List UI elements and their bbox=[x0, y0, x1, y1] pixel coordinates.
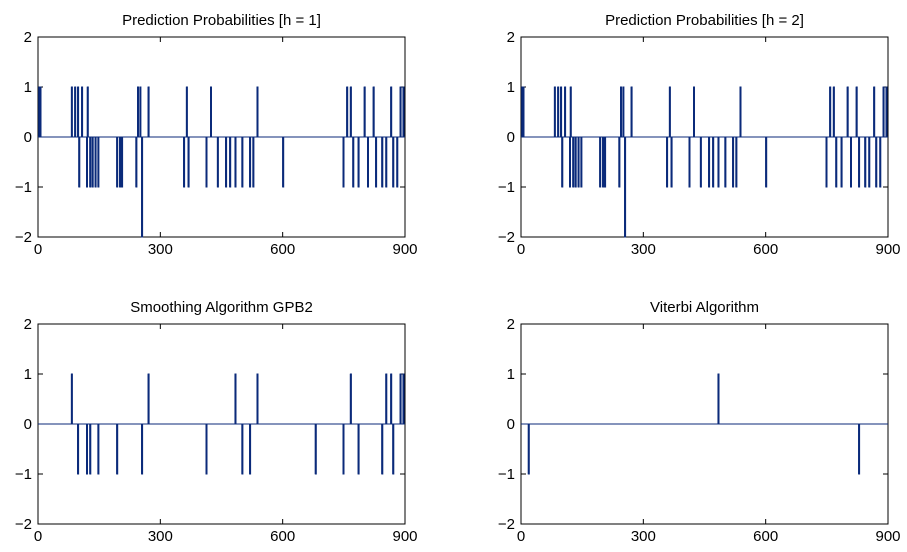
x-tick-label: 900 bbox=[875, 241, 900, 258]
subplot-1: Prediction Probabilities [h = 1] 0 300 600 9… bbox=[15, 12, 418, 258]
y-tick-label: −1 bbox=[498, 179, 515, 196]
x-tick-label: 900 bbox=[392, 241, 417, 258]
y-tick-label: −1 bbox=[498, 466, 515, 483]
y-tick-label: 1 bbox=[507, 79, 515, 96]
y-tick-label: −1 bbox=[15, 466, 32, 483]
x-tick-label: 600 bbox=[753, 241, 778, 258]
y-tick-label: 2 bbox=[507, 316, 515, 333]
x-tick-label: 300 bbox=[148, 528, 173, 545]
x-tick-label: 300 bbox=[148, 241, 173, 258]
x-tick-label: 0 bbox=[517, 241, 525, 258]
y-tick-label: −2 bbox=[15, 229, 32, 246]
x-tick-label: 900 bbox=[875, 528, 900, 545]
y-tick-label: −2 bbox=[498, 229, 515, 246]
y-tick-label: 2 bbox=[24, 29, 32, 46]
y-tick-label: 2 bbox=[507, 29, 515, 46]
chart-title: Viterbi Algorithm bbox=[650, 299, 759, 316]
x-tick-label: 600 bbox=[270, 241, 295, 258]
y-tick-label: 1 bbox=[507, 366, 515, 383]
y-tick-label: −2 bbox=[498, 516, 515, 533]
chart-title: Prediction Probabilities [h = 1] bbox=[122, 12, 321, 29]
y-tick-label: 2 bbox=[24, 316, 32, 333]
y-tick-label: 1 bbox=[24, 79, 32, 96]
y-tick-label: 0 bbox=[24, 416, 32, 433]
x-tick-label: 0 bbox=[517, 528, 525, 545]
y-tick-label: −1 bbox=[15, 179, 32, 196]
y-tick-label: 0 bbox=[24, 129, 32, 146]
x-tick-label: 0 bbox=[34, 241, 42, 258]
subplot-2: Prediction Probabilities [h = 2] 0 300 600 9… bbox=[498, 12, 901, 258]
y-tick-label: 1 bbox=[24, 366, 32, 383]
y-tick-label: −2 bbox=[15, 516, 32, 533]
chart-title: Prediction Probabilities [h = 2] bbox=[605, 12, 804, 29]
x-tick-label: 300 bbox=[631, 528, 656, 545]
x-tick-label: 600 bbox=[753, 528, 778, 545]
subplot-3: Smoothing Algorithm GPB2 0 300 600 900 −2 −1 0 1… bbox=[15, 299, 418, 545]
chart-title: Smoothing Algorithm GPB2 bbox=[130, 299, 313, 316]
x-tick-label: 900 bbox=[392, 528, 417, 545]
y-tick-label: 0 bbox=[507, 416, 515, 433]
x-tick-label: 300 bbox=[631, 241, 656, 258]
x-tick-label: 600 bbox=[270, 528, 295, 545]
subplot-4: Viterbi Algorithm 0 300 600 900 −2 −1 0 1 2 bbox=[498, 299, 901, 545]
x-tick-label: 0 bbox=[34, 528, 42, 545]
y-tick-label: 0 bbox=[507, 129, 515, 146]
